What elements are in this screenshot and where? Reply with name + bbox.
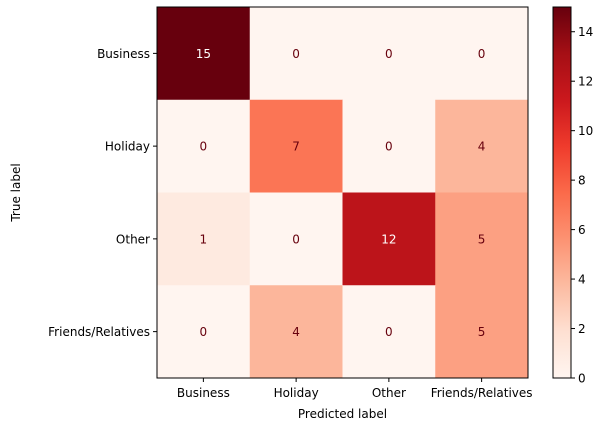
heatmap-cell [249, 7, 343, 101]
cell-value-label: 0 [292, 47, 300, 61]
heatmap-cell [342, 7, 436, 101]
colorbar [552, 6, 572, 379]
colorbar-tick-label: 6 [578, 223, 586, 237]
colorbar-tick-label: 10 [578, 124, 593, 138]
cell-value-label: 7 [292, 140, 300, 154]
cell-value-label: 0 [385, 325, 393, 339]
heatmap-cell [435, 7, 529, 101]
cell-value-label: 1 [200, 232, 208, 246]
colorbar-tick-label: 14 [578, 25, 593, 39]
y-tick-label: Other [116, 232, 150, 246]
cell-value-label: 0 [385, 47, 393, 61]
heatmap-cell [157, 285, 251, 379]
x-tick-label: Friends/Relatives [431, 386, 533, 400]
heatmap-cell-labels: 15 0 0 0 0 7 0 4 1 0 12 5 0 4 0 5 [196, 47, 486, 339]
y-axis-label: True label [9, 163, 23, 222]
heatmap-cell [157, 192, 251, 286]
x-tick-label: Other [372, 386, 406, 400]
colorbar-tick-label: 2 [578, 322, 586, 336]
heatmap-cell [157, 99, 251, 193]
x-tick-label: Holiday [274, 386, 319, 400]
cell-value-label: 15 [196, 47, 211, 61]
y-tick-label: Business [97, 47, 150, 61]
plot-frame [156, 6, 529, 379]
heatmap-cell [342, 192, 436, 286]
heatmap-cells [157, 7, 529, 379]
colorbar-tick-label: 8 [578, 174, 586, 188]
cell-value-label: 0 [385, 140, 393, 154]
cell-value-label: 5 [478, 232, 486, 246]
cell-value-label: 5 [478, 325, 486, 339]
cell-value-label: 12 [381, 232, 396, 246]
x-axis-ticks: Business Holiday Other Friends/Relatives [177, 378, 533, 400]
colorbar-tick-label: 12 [578, 75, 593, 89]
colorbar-tick-label: 4 [578, 273, 586, 287]
y-tick-label: Friends/Relatives [48, 325, 150, 339]
cell-value-label: 4 [292, 325, 300, 339]
colorbar-ticks: 0 2 4 6 8 10 12 14 [571, 25, 593, 386]
heatmap-cell [342, 285, 436, 379]
x-tick-label: Business [177, 386, 230, 400]
cell-value-label: 4 [478, 140, 486, 154]
heatmap-cell [249, 192, 343, 286]
cell-value-label: 0 [292, 232, 300, 246]
x-axis-label: Predicted label [298, 407, 387, 421]
heatmap-cell [249, 99, 343, 193]
cell-value-label: 0 [200, 140, 208, 154]
heatmap-cell [342, 99, 436, 193]
heatmap-cell [435, 99, 529, 193]
heatmap-cell [157, 7, 251, 101]
heatmap-cell [249, 285, 343, 379]
heatmap-cell [435, 285, 529, 379]
heatmap-cell [435, 192, 529, 286]
y-axis-ticks: Business Holiday Other Friends/Relatives [48, 47, 157, 339]
cell-value-label: 0 [200, 325, 208, 339]
cell-value-label: 0 [478, 47, 486, 61]
y-tick-label: Holiday [105, 140, 150, 154]
colorbar-tick-label: 0 [578, 372, 586, 386]
